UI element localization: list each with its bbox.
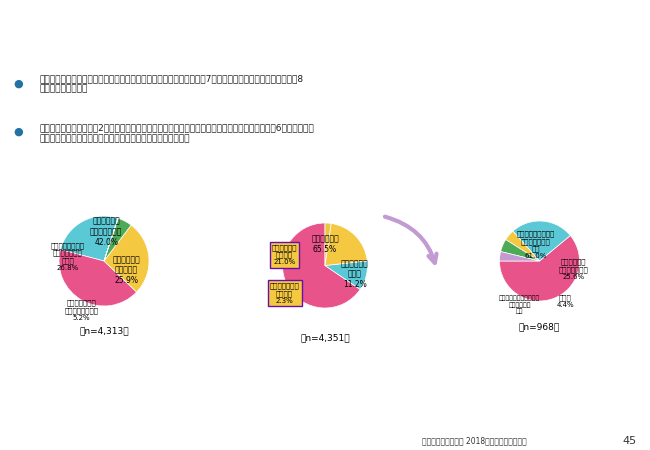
Wedge shape (104, 218, 118, 261)
Text: 不安を感じない企業（約2割）も、「自社はターゲットになると思えない」と認識している企業が6割。対策の必
要性が急激に高まっている現状を把握しきれていない可能性。: 不安を感じない企業（約2割）も、「自社はターゲットになると思えない」と認識してい… (39, 124, 314, 143)
Text: 45: 45 (623, 436, 637, 446)
Text: サイバーセキュリティ上の問題に対する不安: サイバーセキュリティ上の問題に対する不安 (275, 174, 375, 184)
Text: 必要性は感じるが
対策には至って
いない
26.8%: 必要性は感じるが 対策には至って いない 26.8% (51, 242, 85, 271)
Wedge shape (325, 223, 331, 266)
Wedge shape (104, 225, 149, 292)
Text: あまり不安を
感じない
21.0%: あまり不安を 感じない 21.0% (272, 244, 298, 266)
FancyArrowPatch shape (385, 217, 437, 263)
Wedge shape (104, 218, 131, 261)
Text: 対策の必要性を感じていながら十分な対策がとれていない中小企業が7割弱、不安を抱えている中小企業は8
割弱に上っている。: 対策の必要性を感じていながら十分な対策がとれていない中小企業が7割弱、不安を抱え… (39, 74, 303, 94)
Text: 中小企業のセキュリティ対策の実態: 中小企業のセキュリティ対策の実態 (231, 18, 419, 36)
Text: 非常に不安を
感じる
11.2%: 非常に不安を 感じる 11.2% (341, 259, 369, 289)
Text: （n=968）: （n=968） (519, 323, 560, 332)
Text: ●: ● (13, 127, 23, 137)
Wedge shape (500, 239, 540, 261)
Text: 適切に対策を
とっている
25.9%: 適切に対策を とっている 25.9% (112, 255, 140, 285)
Text: その他
4.4%: その他 4.4% (556, 294, 575, 308)
Text: （n=4,313）: （n=4,313） (79, 326, 129, 335)
Text: 十分な対策を
とっているため
25.6%: 十分な対策を とっているため 25.6% (558, 258, 588, 279)
Wedge shape (283, 223, 360, 308)
Wedge shape (513, 221, 570, 261)
Text: ●: ● (13, 79, 23, 89)
Text: （出典）経済産業省 2018年版ものづくり白書: （出典）経済産業省 2018年版ものづくり白書 (422, 436, 527, 446)
Text: （n=4,351）: （n=4,351） (300, 333, 350, 342)
Wedge shape (60, 216, 118, 261)
Wedge shape (325, 224, 367, 266)
Text: 社とは全くネットワーク
されていない
ため: 社とは全くネットワーク されていない ため (499, 296, 540, 314)
Wedge shape (325, 261, 367, 289)
Text: 自社はターゲットに
なると思えない
ため
61.0%: 自社はターゲットに なると思えない ため 61.0% (516, 230, 554, 259)
Wedge shape (59, 250, 136, 306)
Text: 不安を感じる
65.5%: 不安を感じる 65.5% (311, 234, 339, 254)
Text: セキュリティ対策の状況: セキュリティ対策の状況 (75, 174, 133, 184)
Wedge shape (499, 235, 580, 301)
Text: サイバーセキュリティ上の問題で不安を感じない理由: サイバーセキュリティ上の問題で不安を感じない理由 (488, 174, 598, 184)
Text: そうした対策の
必要性を感じない
5.2%: そうした対策の 必要性を感じない 5.2% (64, 300, 99, 321)
Wedge shape (499, 252, 540, 261)
Text: 対策をとって
いるが、不十分
42.0%: 対策をとって いるが、不十分 42.0% (90, 217, 122, 247)
Wedge shape (506, 231, 540, 261)
Text: まったく不安を
感じない
2.3%: まったく不安を 感じない 2.3% (270, 283, 300, 304)
